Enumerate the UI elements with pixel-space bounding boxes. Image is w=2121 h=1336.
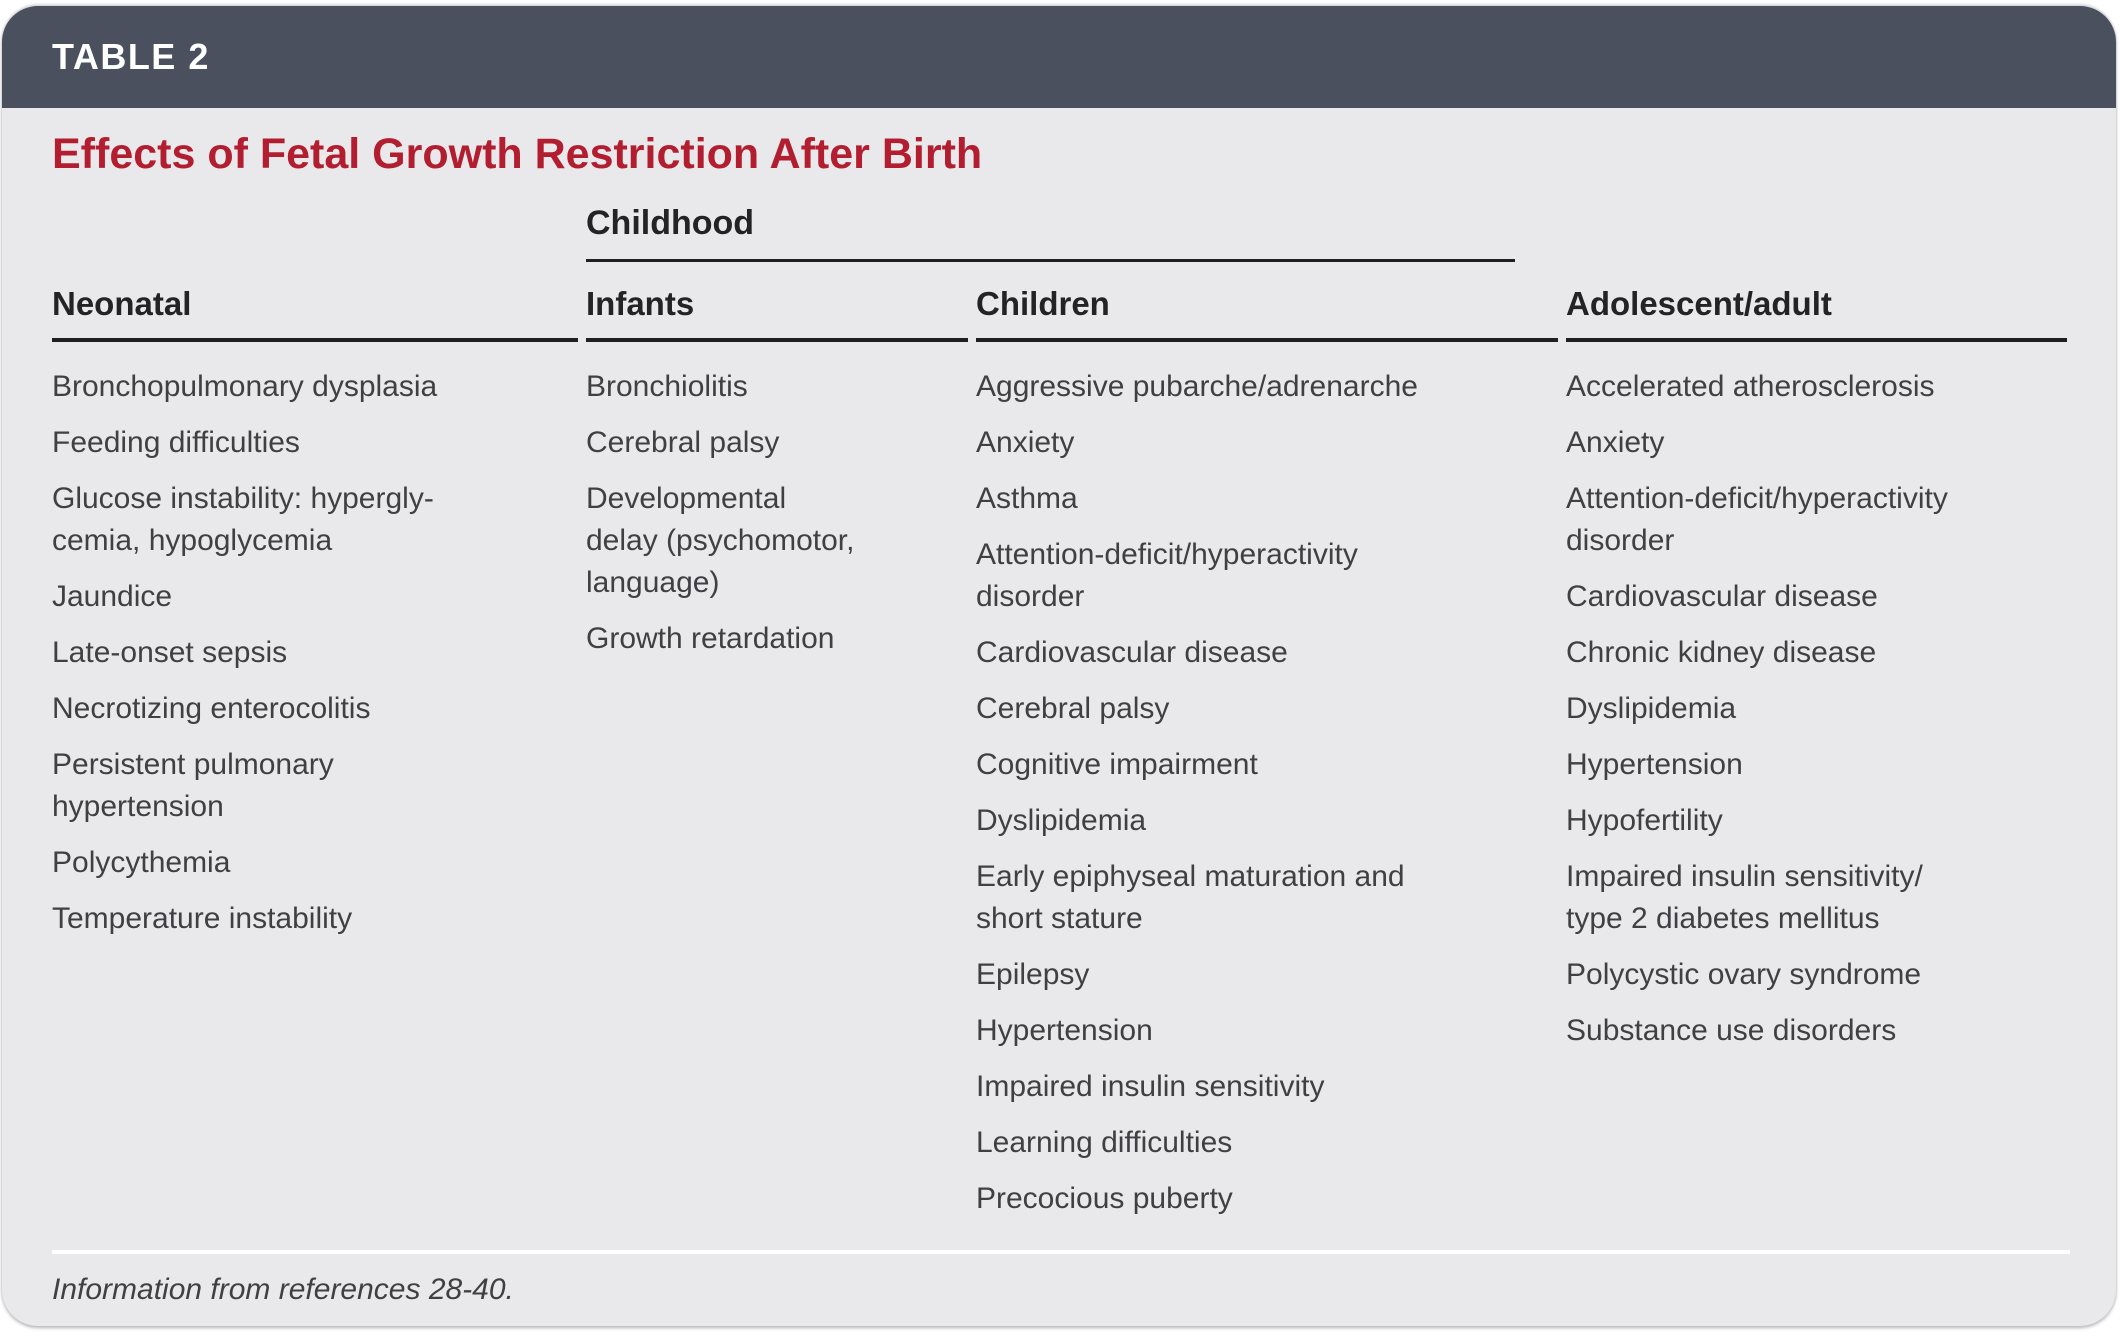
list-item: Anxiety	[976, 426, 1075, 459]
table-body-area: Effects of Fetal Growth Restriction Afte…	[2, 108, 2116, 1310]
list-item: Feeding difficulties	[52, 426, 300, 459]
list-item: Bronchiolitis	[586, 370, 748, 403]
list-item: Chronic kidney disease	[1566, 636, 1877, 669]
list-item: Hypofertility	[1566, 804, 1723, 837]
list-item: Aggressive pubarche/adrenarche	[976, 370, 1418, 403]
list-item: Early epiphyseal maturation and short st…	[976, 860, 1405, 935]
list-item: Cerebral palsy	[976, 692, 1170, 725]
list-item: Hypertension	[976, 1014, 1153, 1047]
list-item: Polycystic ovary syndrome	[1566, 958, 1922, 991]
column-items-adolescent-adult: Accelerated atherosclerosis Anxiety Attent…	[1566, 342, 2067, 1234]
list-item: Cognitive impairment	[976, 748, 1258, 781]
list-item: Asthma	[976, 482, 1078, 515]
page-title: Effects of Fetal Growth Restriction Afte…	[52, 130, 983, 178]
list-item: Precocious puberty	[976, 1182, 1233, 1215]
childhood-group-header-cell: Childhood	[586, 204, 1558, 262]
list-item: Growth retardation	[586, 622, 835, 655]
list-item: Temperature instability	[52, 902, 353, 935]
list-item: Bronchopulmonary dysplasia	[52, 370, 438, 403]
list-item: Necrotizing enterocolitis	[52, 692, 371, 725]
list-item: Developmental delay (psychomotor, langua…	[586, 482, 855, 599]
footnote: Information from references 28-40.	[52, 1273, 514, 1306]
list-item: Persistent pulmonary hypertension	[52, 748, 334, 823]
childhood-group-label: Childhood	[586, 204, 1515, 262]
column-items-infants: Bronchiolitis Cerebral palsy Developmental…	[586, 342, 968, 1234]
column-header-infants: Infants	[586, 262, 968, 342]
list-item: Glucose instability: hypergly- cemia, hy…	[52, 482, 434, 557]
effects-table: Childhood Neonatal Infants Children Adol…	[52, 204, 2070, 1234]
list-item: Attention-deficit/hyperactivity disorder	[976, 538, 1358, 613]
table-header-bar: TABLE 2	[2, 6, 2116, 108]
footnote-divider: Information from references 28-40.	[52, 1250, 2070, 1310]
list-item: Impaired insulin sensitivity	[976, 1070, 1325, 1103]
list-item: Dyslipidemia	[976, 804, 1147, 837]
list-item: Attention-deficit/hyperactivity disorder	[1566, 482, 1948, 557]
list-item: Cardiovascular disease	[976, 636, 1288, 669]
list-item: Cardiovascular disease	[1566, 580, 1878, 613]
list-item: Substance use disorders	[1566, 1014, 1897, 1047]
column-header-adolescent-adult: Adolescent/adult	[1566, 262, 2067, 342]
column-header-neonatal: Neonatal	[52, 262, 578, 342]
list-item: Accelerated atherosclerosis	[1566, 370, 1935, 403]
list-item: Late-onset sepsis	[52, 636, 288, 669]
list-item: Hypertension	[1566, 748, 1743, 781]
table-label: TABLE 2	[52, 36, 210, 77]
list-item: Dyslipidemia	[1566, 692, 1737, 725]
list-item: Jaundice	[52, 580, 173, 613]
list-item: Polycythemia	[52, 846, 231, 879]
column-items-children: Aggressive pubarche/adrenarche Anxiety Ast…	[976, 342, 1558, 1234]
list-item: Learning difficulties	[976, 1126, 1233, 1159]
list-item: Anxiety	[1566, 426, 1665, 459]
table-card: TABLE 2 Effects of Fetal Growth Restrict…	[2, 6, 2116, 1326]
column-items-neonatal: Bronchopulmonary dysplasia Feeding diffic…	[52, 342, 578, 1234]
column-header-children: Children	[976, 262, 1558, 342]
list-item: Impaired insulin sensitivity/ type 2 dia…	[1566, 860, 1923, 935]
list-item: Cerebral palsy	[586, 426, 780, 459]
list-item: Epilepsy	[976, 958, 1090, 991]
